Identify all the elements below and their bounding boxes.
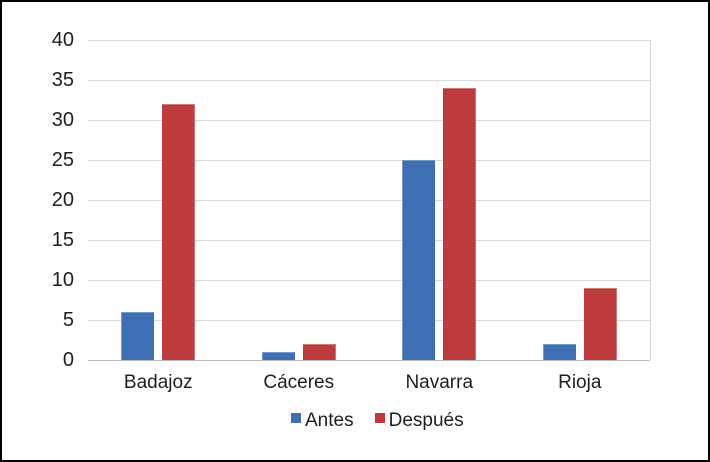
gridline-y-25 — [88, 160, 650, 161]
x-category-label-badajoz: Badajoz — [123, 372, 193, 393]
bar-antes-rioja — [542, 344, 576, 360]
bar-despues-navarra — [443, 88, 477, 360]
legend-label-antes: Antes — [305, 410, 354, 431]
legend-item-antes: Antes — [291, 410, 354, 432]
x-category-label-navarra: Navarra — [405, 372, 474, 393]
x-category-label-caceres: Cáceres — [263, 372, 335, 393]
gridline-y-35 — [88, 80, 650, 81]
bar-despues-rioja — [583, 288, 617, 360]
bar-despues-badajoz — [162, 104, 196, 360]
bar-despues-caceres — [302, 344, 336, 360]
plot-area-right-border — [650, 40, 651, 360]
legend-swatch-antes — [291, 413, 301, 423]
y-tick-label-0: 0 — [62, 349, 74, 371]
legend-item-despues: Después — [374, 410, 464, 432]
x-category-label-rioja: Rioja — [558, 372, 602, 393]
x-axis-line — [88, 360, 650, 361]
gridline-y-30 — [88, 120, 650, 121]
gridline-y-5 — [88, 320, 650, 321]
legend-label-despues: Después — [388, 410, 464, 431]
bar-antes-caceres — [261, 352, 295, 360]
gridline-y-10 — [88, 280, 650, 281]
legend-swatch-despues — [374, 413, 385, 423]
gridline-y-40 — [88, 40, 650, 41]
y-tick-label-10: 10 — [51, 269, 74, 291]
y-tick-label-25: 25 — [51, 149, 74, 171]
y-tick-label-30: 30 — [51, 109, 74, 131]
y-tick-label-5: 5 — [62, 309, 74, 331]
chart-legend: Antes Después — [291, 410, 464, 432]
y-tick-label-20: 20 — [51, 189, 74, 211]
y-tick-label-15: 15 — [51, 229, 74, 251]
gridline-y-15 — [88, 240, 650, 241]
bar-antes-navarra — [402, 160, 436, 360]
bar-antes-badajoz — [121, 312, 155, 360]
y-tick-label-35: 35 — [51, 69, 74, 91]
gridline-y-20 — [88, 200, 650, 201]
y-tick-label-40: 40 — [51, 29, 74, 51]
